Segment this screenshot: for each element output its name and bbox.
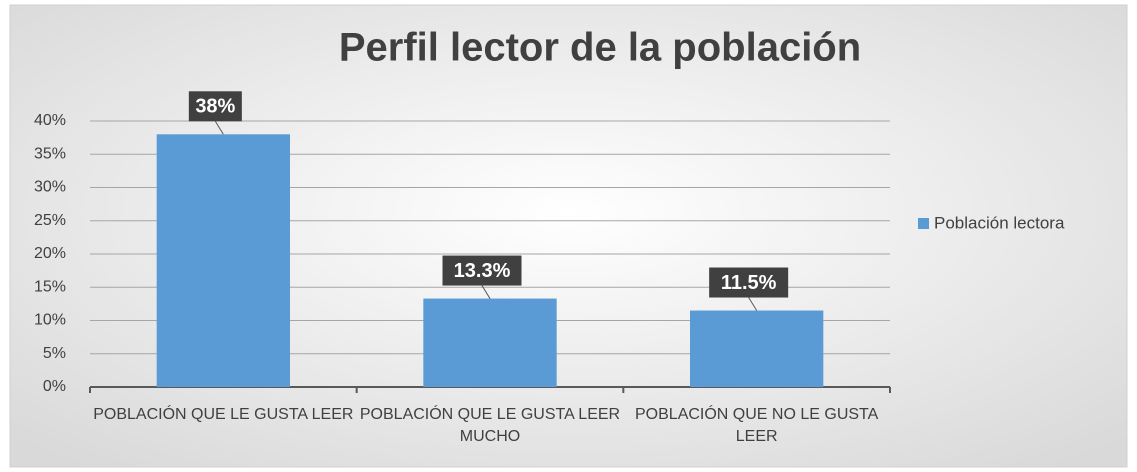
y-tick-label: 35% <box>34 145 66 162</box>
bar <box>156 134 290 387</box>
legend-label: Población lectora <box>934 213 1065 232</box>
y-tick-label: 0% <box>43 378 66 395</box>
data-label: 38% <box>195 96 235 118</box>
y-tick-label: 40% <box>34 112 66 129</box>
leader-line <box>748 297 758 311</box>
data-label-box <box>188 91 242 122</box>
y-tick-label: 20% <box>34 245 66 262</box>
legend-swatch <box>918 218 929 229</box>
y-tick-label: 5% <box>43 345 66 362</box>
chart-title: Perfil lector de la población <box>339 26 861 70</box>
y-tick-label: 15% <box>34 278 66 295</box>
leader-line <box>214 121 224 135</box>
y-tick-label: 10% <box>34 312 66 329</box>
y-tick-label: 25% <box>34 212 66 229</box>
data-label-box <box>442 255 522 286</box>
x-tick-label: POBLACIÓN QUE LE GUSTA LEER MUCHO <box>359 406 621 445</box>
y-tick-label: 30% <box>34 179 66 196</box>
x-tick-label: POBLACIÓN QUE LE GUSTA LEER <box>93 406 354 423</box>
data-label: 11.5% <box>721 272 777 294</box>
data-label: 13.3% <box>454 260 511 282</box>
bar <box>423 298 557 387</box>
data-label-box <box>709 267 789 298</box>
x-tick-label: POBLACIÓN QUE NO LE GUSTA LEER <box>635 406 879 445</box>
bar <box>690 310 824 387</box>
leader-line <box>481 285 491 299</box>
